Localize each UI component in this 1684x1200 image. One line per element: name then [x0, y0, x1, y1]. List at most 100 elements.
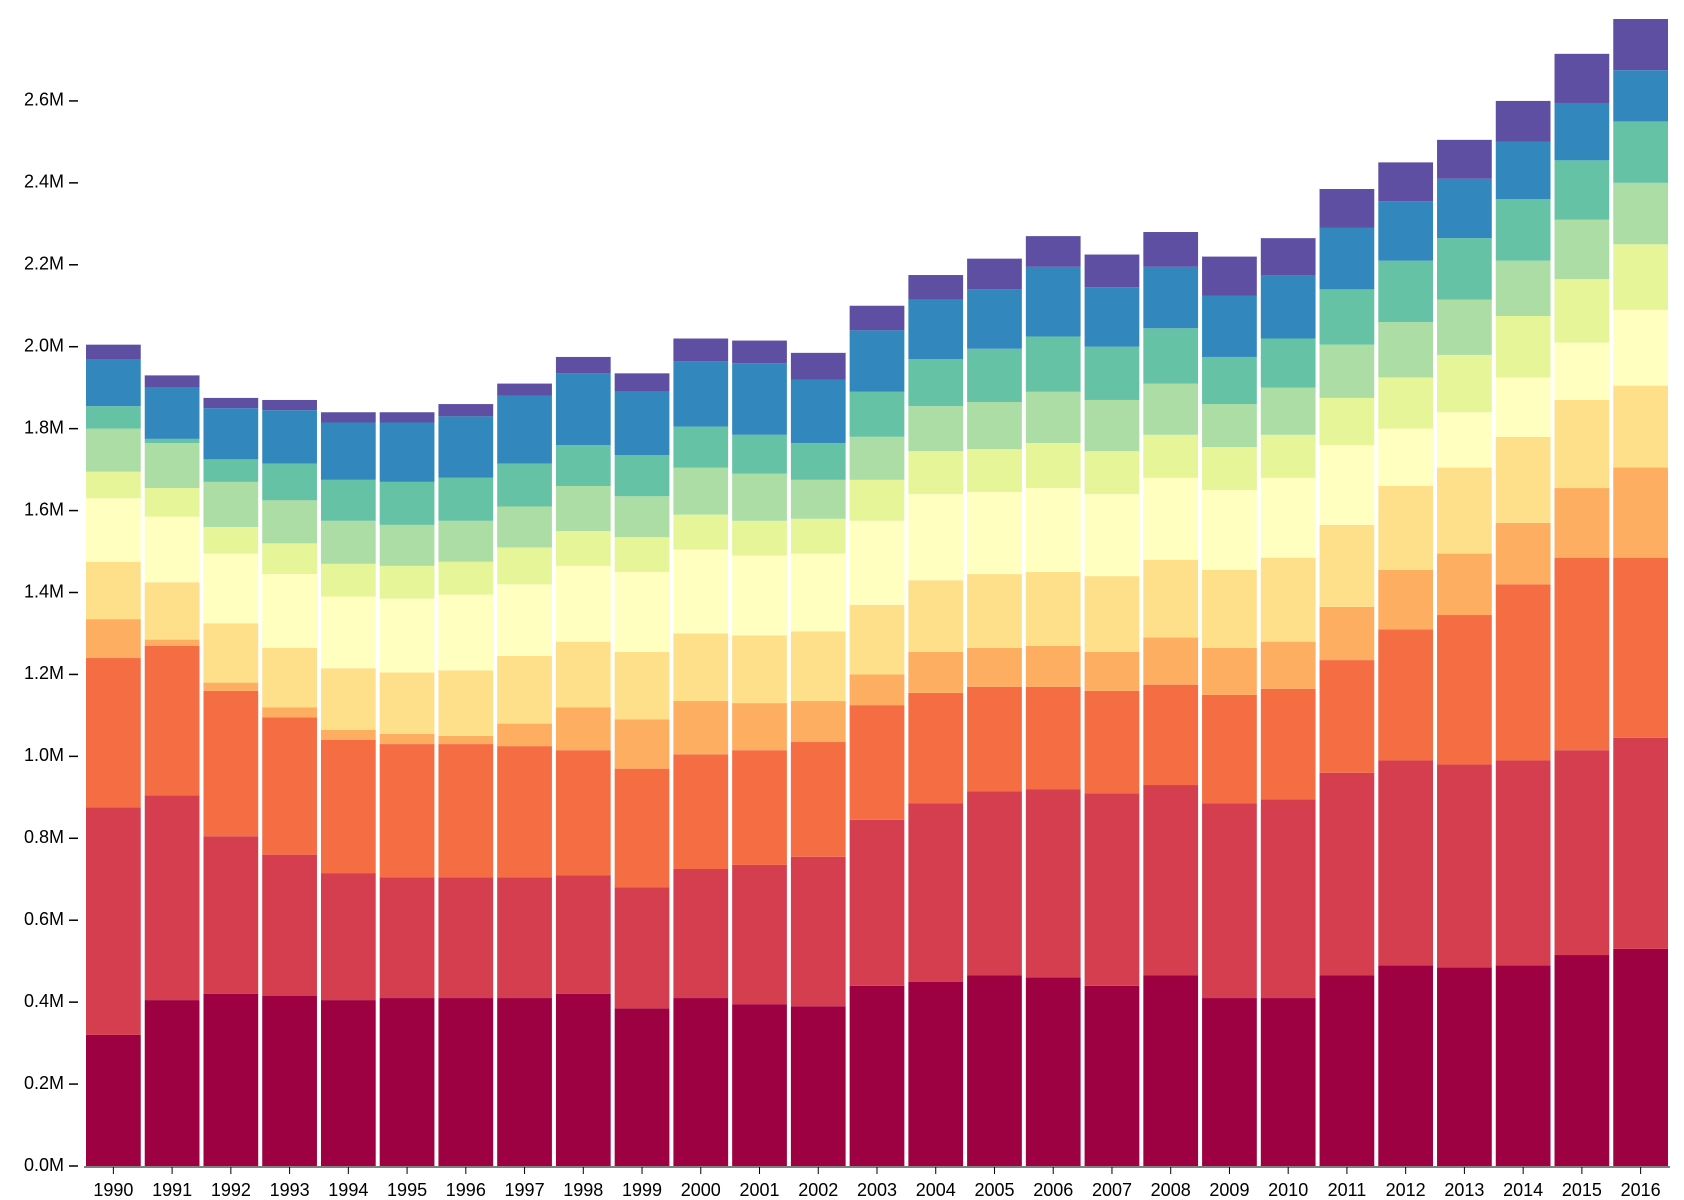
y-tick-label: 1.6M	[24, 499, 64, 519]
bar-segment	[1319, 189, 1375, 228]
y-tick-label: 1.4M	[24, 581, 64, 601]
bar-segment	[1025, 686, 1081, 790]
bar-segment	[1143, 434, 1199, 478]
bar-segment	[1202, 447, 1257, 491]
bar-segment	[1143, 383, 1199, 435]
bar-segment	[732, 1004, 787, 1166]
bar-segment	[849, 604, 905, 675]
y-tick-label: 0.6M	[24, 909, 64, 929]
bar-segment	[614, 496, 670, 538]
bar-segment	[497, 383, 552, 396]
x-tick-label: 1990	[93, 1180, 133, 1200]
bar-segment	[379, 524, 435, 566]
bar-segment	[732, 473, 787, 521]
x-tick-label: 1997	[505, 1180, 545, 1200]
bar-segment	[790, 479, 846, 519]
bar-segment	[790, 553, 846, 632]
bar-segment	[1378, 322, 1434, 378]
bar-segment	[203, 623, 259, 683]
bar-segment	[203, 690, 259, 837]
bar-segment	[497, 655, 552, 724]
bar-segment	[497, 746, 552, 878]
bar-segment	[203, 397, 259, 409]
y-tick-label: 1.8M	[24, 417, 64, 437]
bar-segment	[790, 701, 846, 743]
bar-segment	[438, 744, 494, 878]
x-tick-label: 2000	[681, 1180, 721, 1200]
bar-segment	[1495, 315, 1551, 378]
x-tick-label: 1991	[152, 1180, 192, 1200]
bar-segment	[1437, 299, 1492, 355]
bar-segment	[1319, 660, 1375, 773]
x-tick-label: 2006	[1033, 1180, 1073, 1200]
bar-segment	[967, 647, 1022, 687]
x-tick-label: 2014	[1503, 1180, 1543, 1200]
bar-segment	[1378, 260, 1434, 323]
bar-segment	[1260, 338, 1316, 388]
bar-segment	[1202, 569, 1257, 648]
bar-segment	[497, 506, 552, 548]
bar-segment	[1495, 584, 1551, 761]
bar-segment	[967, 348, 1022, 403]
bar-segment	[849, 520, 905, 605]
bar-segment	[1084, 651, 1140, 691]
bar-segment	[320, 739, 376, 874]
bar-segment	[1143, 477, 1199, 560]
bar-segment	[908, 803, 964, 982]
bar-segment	[1495, 436, 1551, 523]
bar-segment	[1613, 309, 1668, 386]
bar-segment	[555, 641, 611, 708]
bar-segment	[1319, 445, 1375, 525]
bar-segment	[790, 352, 846, 380]
bar-segment	[1025, 645, 1081, 687]
y-tick-label: 0.0M	[24, 1155, 64, 1175]
bar-segment	[1613, 948, 1668, 1166]
x-tick-label: 1993	[270, 1180, 310, 1200]
bar-segment	[555, 445, 611, 486]
bar-segment	[86, 406, 141, 429]
bar-segment	[673, 633, 729, 702]
bar-segment	[1613, 70, 1668, 122]
bar-segment	[849, 674, 905, 706]
bar-segment	[1319, 397, 1375, 446]
bar-segment	[673, 998, 729, 1166]
bar-segment	[967, 975, 1022, 1166]
bar-segment	[262, 707, 317, 718]
bar-segment	[967, 686, 1022, 792]
bar-segment	[1554, 955, 1610, 1166]
bar-segment	[614, 651, 670, 720]
bar-segment	[614, 572, 670, 652]
bar-segment	[203, 526, 259, 554]
bar-segment	[1202, 256, 1257, 296]
bar-segment	[673, 549, 729, 634]
bar-segment	[144, 375, 200, 388]
bar-segment	[144, 639, 200, 646]
y-tick-label: 2.4M	[24, 172, 64, 192]
bar-segment	[1378, 377, 1434, 429]
bar-segment	[1495, 377, 1551, 437]
bar-segment	[379, 672, 435, 734]
bar-segment	[1084, 399, 1140, 452]
bar-segment	[1554, 342, 1610, 400]
bar-segment	[1202, 404, 1257, 448]
bar-segment	[1319, 344, 1375, 398]
bar-segment	[262, 647, 317, 708]
bar-segment	[1613, 467, 1668, 558]
y-tick-label: 1.0M	[24, 745, 64, 765]
bar-segment	[144, 488, 200, 517]
bar-segment	[1025, 488, 1081, 573]
bar-segment	[1437, 412, 1492, 468]
bar-segment	[497, 877, 552, 999]
bar-segment	[790, 518, 846, 554]
bar-segment	[1378, 760, 1434, 966]
bar-segment	[790, 856, 846, 1007]
bar-segment	[144, 438, 200, 443]
y-tick-label: 1.2M	[24, 663, 64, 683]
bar-segment	[438, 561, 494, 595]
bar-segment	[1084, 451, 1140, 495]
x-tick-label: 1992	[211, 1180, 251, 1200]
bar-segment	[1437, 615, 1492, 765]
bar-segment	[144, 387, 200, 439]
bar-segment	[1613, 19, 1668, 71]
bar-segment	[1260, 557, 1316, 642]
